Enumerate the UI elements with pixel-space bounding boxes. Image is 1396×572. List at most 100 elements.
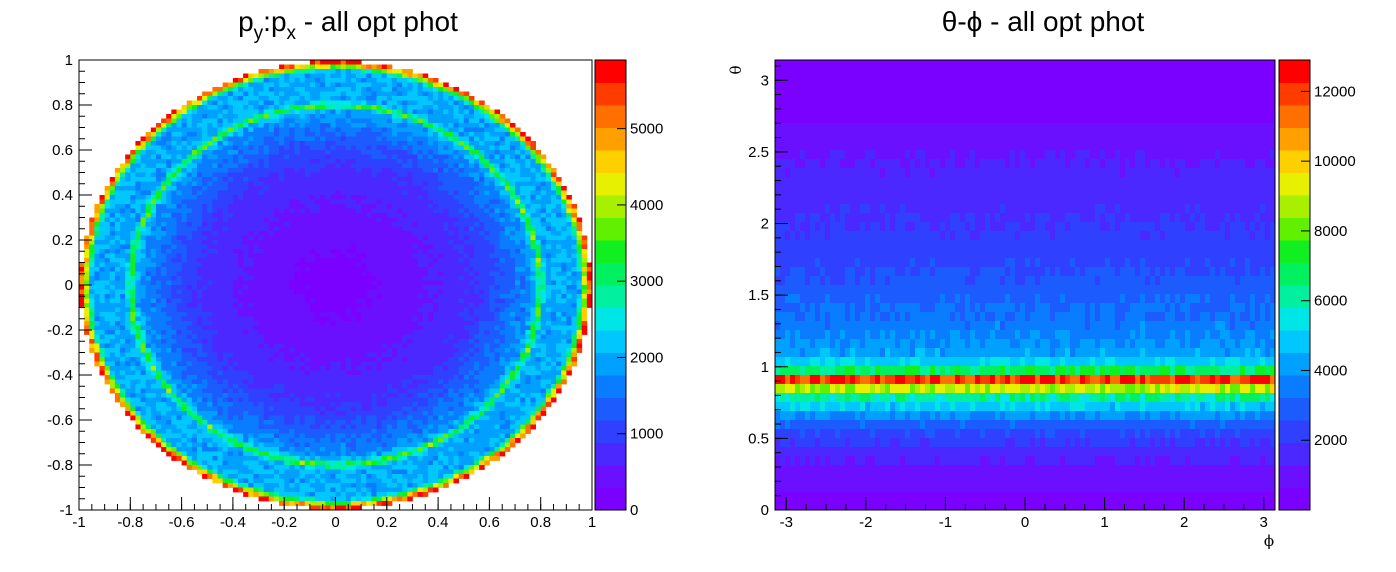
heatmap-cell bbox=[212, 199, 218, 205]
heatmap-cell bbox=[309, 100, 316, 106]
heatmap-cell bbox=[279, 240, 285, 245]
heatmap-cell bbox=[535, 163, 542, 169]
heatmap-cell bbox=[443, 159, 449, 164]
heatmap-cell bbox=[361, 132, 367, 137]
heatmap-cell bbox=[468, 303, 475, 308]
heatmap-cell bbox=[155, 136, 162, 142]
heatmap-cell bbox=[345, 298, 352, 304]
heatmap-cell bbox=[171, 316, 177, 322]
heatmap-cell bbox=[468, 271, 475, 277]
heatmap-cell bbox=[125, 190, 131, 196]
heatmap-cell bbox=[371, 114, 377, 119]
heatmap-cell bbox=[453, 235, 460, 241]
heatmap-cell bbox=[273, 294, 280, 299]
heatmap-cell bbox=[196, 253, 203, 259]
heatmap-cell bbox=[196, 271, 203, 277]
heatmap-cell bbox=[340, 217, 347, 223]
heatmap-cell bbox=[335, 64, 342, 70]
heatmap-cell bbox=[381, 244, 388, 250]
heatmap-cell bbox=[289, 312, 295, 317]
heatmap-cell bbox=[397, 186, 403, 191]
heatmap-cell bbox=[202, 253, 208, 259]
heatmap-cell bbox=[258, 213, 265, 218]
heatmap-cell bbox=[402, 154, 408, 160]
heatmap-cell bbox=[171, 213, 177, 218]
heatmap-cell bbox=[427, 303, 434, 308]
heatmap-cell bbox=[453, 141, 460, 146]
heatmap-cell bbox=[366, 91, 372, 97]
heatmap-cell bbox=[376, 105, 383, 110]
heatmap-cell bbox=[140, 177, 147, 182]
heatmap-cell bbox=[576, 262, 583, 268]
heatmap-cell bbox=[320, 217, 326, 223]
heatmap-cell bbox=[145, 235, 152, 241]
heatmap-cell bbox=[232, 321, 239, 326]
heatmap-cell bbox=[207, 163, 213, 169]
heatmap-cell bbox=[258, 181, 265, 187]
heatmap-cell bbox=[340, 321, 347, 326]
heatmap-cell bbox=[474, 285, 480, 290]
heatmap-cell bbox=[438, 240, 444, 245]
heatmap-cell bbox=[468, 321, 475, 326]
heatmap-cell bbox=[376, 64, 383, 70]
heatmap-cell bbox=[412, 105, 418, 110]
heatmap-cell bbox=[109, 190, 116, 196]
heatmap-cell bbox=[350, 136, 357, 142]
heatmap-cell bbox=[202, 280, 208, 286]
heatmap-cell bbox=[386, 330, 393, 335]
heatmap-cell bbox=[489, 181, 495, 187]
heatmap-cell bbox=[381, 132, 388, 137]
heatmap-cell bbox=[181, 276, 188, 281]
heatmap-cell bbox=[186, 136, 193, 142]
heatmap-cell bbox=[155, 213, 162, 218]
heatmap-cell bbox=[509, 330, 516, 335]
heatmap-cell bbox=[258, 235, 265, 241]
heatmap-cell bbox=[114, 307, 121, 313]
heatmap-cell bbox=[576, 253, 583, 259]
heatmap-cell bbox=[314, 172, 321, 178]
heatmap-cell bbox=[350, 316, 357, 322]
heatmap-cell bbox=[581, 240, 588, 245]
heatmap-cell bbox=[299, 141, 306, 146]
heatmap-cell bbox=[381, 307, 388, 313]
heatmap-cell bbox=[140, 334, 147, 340]
heatmap-cell bbox=[550, 244, 557, 250]
heatmap-cell bbox=[279, 316, 285, 322]
heatmap-cell bbox=[212, 240, 218, 245]
heatmap-cell bbox=[325, 267, 331, 272]
heatmap-cell bbox=[422, 240, 429, 245]
heatmap-cell bbox=[402, 244, 408, 250]
heatmap-cell bbox=[130, 325, 136, 331]
heatmap-cell bbox=[356, 127, 362, 133]
heatmap-cell bbox=[535, 159, 542, 164]
heatmap-cell bbox=[196, 118, 203, 124]
heatmap-cell bbox=[140, 307, 147, 313]
heatmap-cell bbox=[530, 186, 536, 191]
heatmap-cell bbox=[294, 312, 300, 317]
heatmap-cell bbox=[294, 186, 300, 191]
heatmap-cell bbox=[294, 271, 300, 277]
heatmap-cell bbox=[545, 177, 552, 182]
heatmap-cell bbox=[176, 141, 182, 146]
heatmap-cell bbox=[140, 285, 147, 290]
heatmap-cell bbox=[248, 100, 254, 106]
heatmap-cell bbox=[571, 240, 578, 245]
heatmap-cell bbox=[530, 172, 536, 178]
heatmap-cell bbox=[417, 222, 424, 227]
heatmap-cell bbox=[356, 109, 362, 115]
heatmap-cell bbox=[125, 330, 131, 335]
heatmap-cell bbox=[356, 64, 362, 70]
heatmap-cell bbox=[366, 213, 372, 218]
heatmap-cell bbox=[335, 231, 342, 236]
heatmap-cell bbox=[150, 195, 157, 200]
heatmap-cell bbox=[284, 244, 290, 250]
heatmap-cell bbox=[566, 267, 572, 272]
heatmap-cell bbox=[130, 150, 136, 155]
heatmap-cell bbox=[320, 240, 326, 245]
heatmap-cell bbox=[489, 321, 495, 326]
heatmap-cell bbox=[586, 303, 593, 308]
heatmap-cell bbox=[130, 163, 136, 169]
heatmap-cell bbox=[330, 154, 336, 160]
heatmap-cell bbox=[345, 78, 352, 83]
heatmap-cell bbox=[330, 141, 336, 146]
